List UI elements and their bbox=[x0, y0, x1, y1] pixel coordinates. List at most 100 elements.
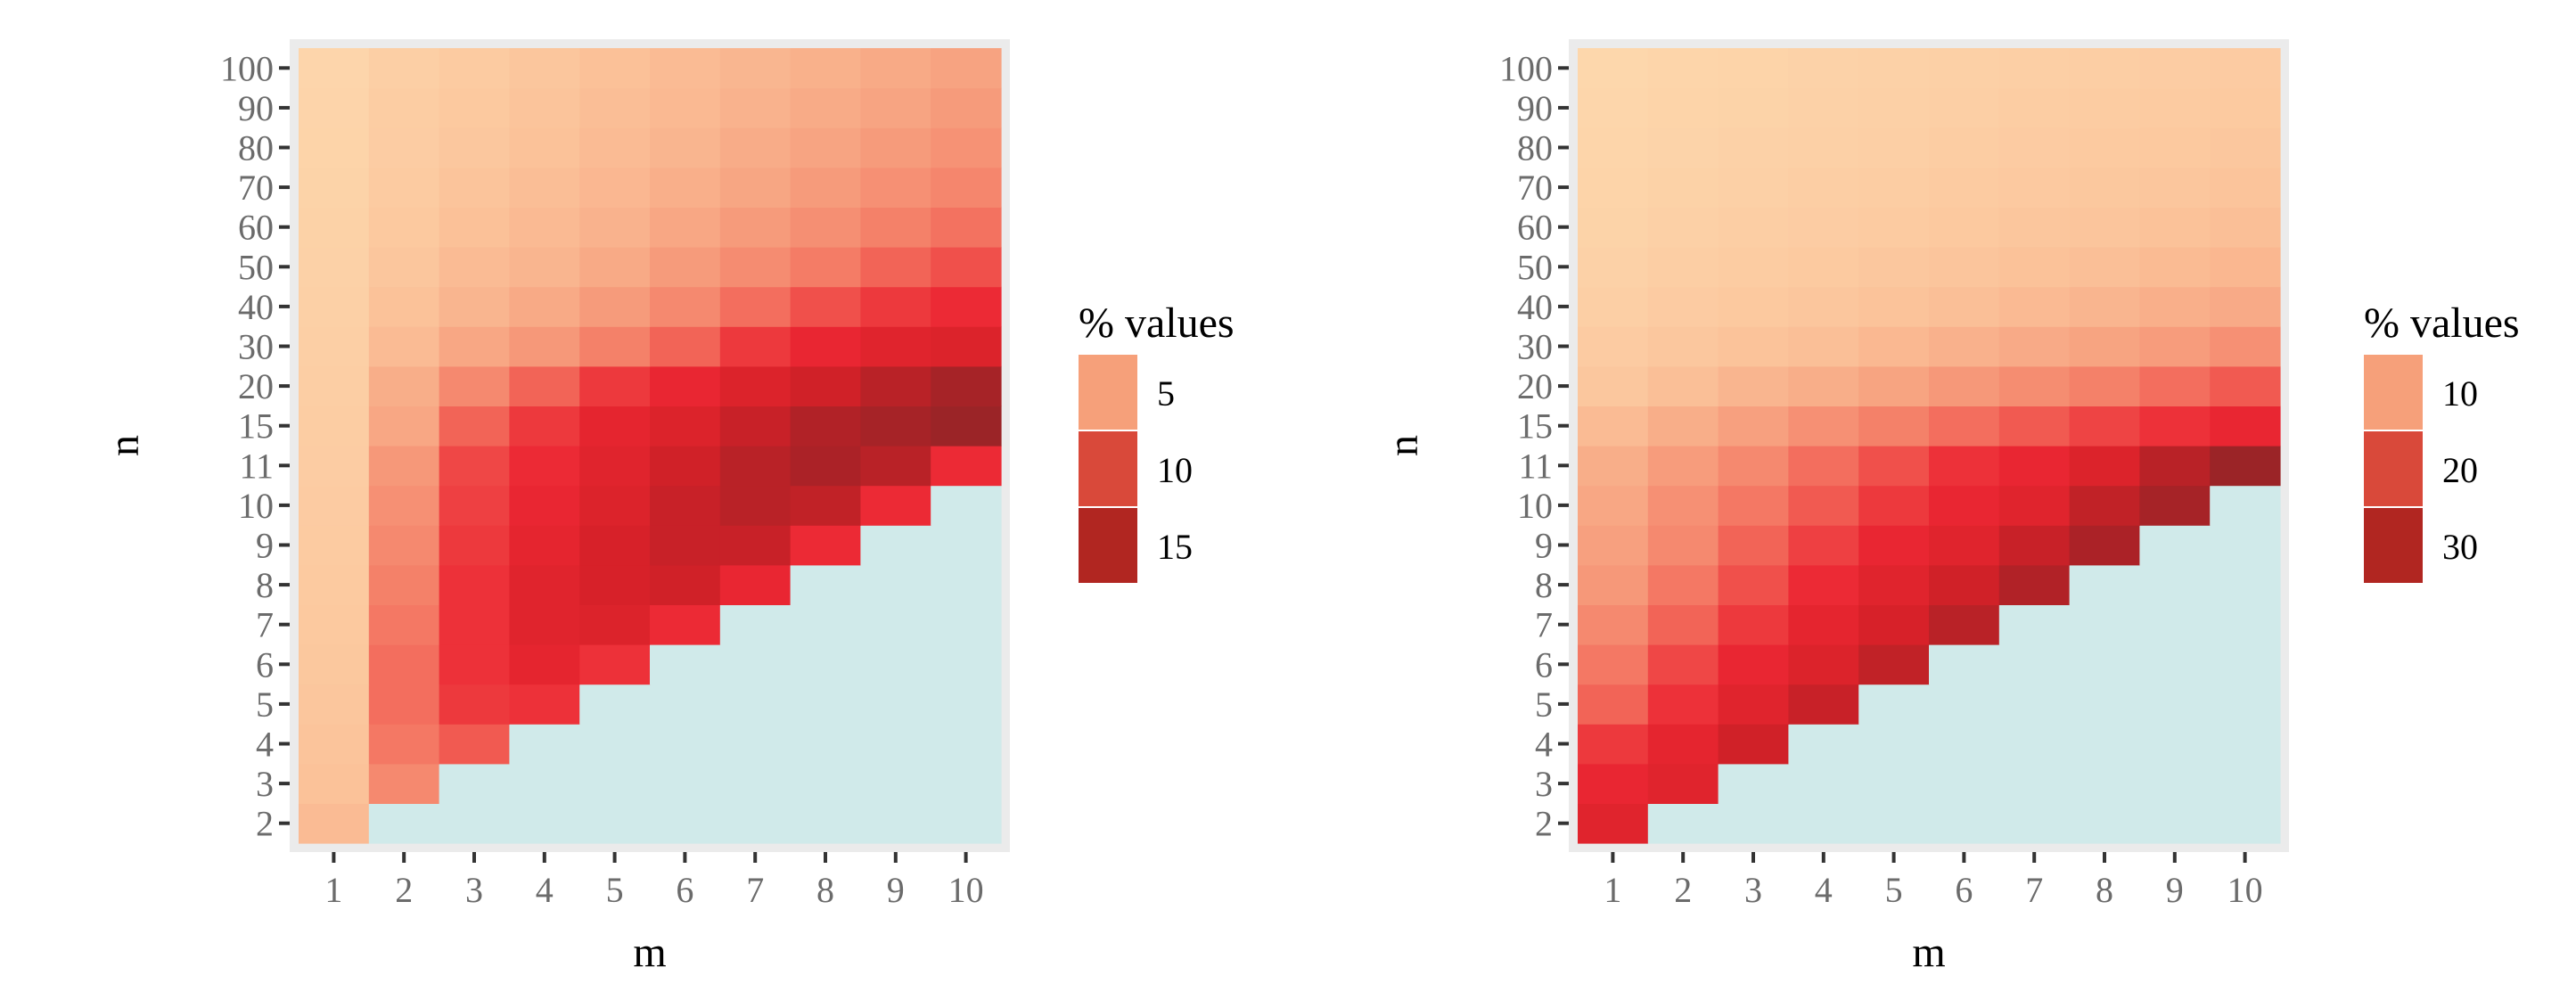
heatmap-cell bbox=[368, 644, 440, 685]
heatmap-cell bbox=[931, 406, 1002, 447]
heatmap-cell bbox=[1788, 525, 1859, 566]
heatmap-cell bbox=[1578, 87, 1649, 128]
y-tick-label: 2 bbox=[1535, 804, 1553, 844]
heatmap-cell bbox=[2210, 247, 2281, 288]
legend-title: % values bbox=[1079, 299, 1235, 347]
heatmap-cell bbox=[931, 286, 1002, 327]
legend: % values 5 10 15 bbox=[1079, 299, 1235, 583]
y-tick-label: 60 bbox=[1517, 208, 1553, 248]
heatmap-cell bbox=[931, 127, 1002, 168]
x-tick-label: 5 bbox=[1885, 870, 1903, 910]
heatmap-cell bbox=[931, 207, 1002, 248]
heatmap-cell bbox=[1998, 446, 2071, 487]
y-tick-label: 8 bbox=[1535, 565, 1553, 605]
heatmap-cell bbox=[790, 763, 861, 804]
heatmap-cell bbox=[790, 644, 861, 685]
heatmap-cell bbox=[719, 564, 792, 605]
heatmap-cell bbox=[2139, 127, 2211, 168]
heatmap-cell bbox=[299, 684, 370, 725]
heatmap-cell bbox=[1647, 87, 1719, 128]
heatmap-cell bbox=[1578, 684, 1649, 725]
heatmap-cell bbox=[368, 684, 440, 725]
heatmap-cell bbox=[1578, 286, 1649, 327]
heatmap-cell bbox=[1718, 207, 1789, 248]
heatmap-cell bbox=[368, 48, 440, 89]
heatmap-cell bbox=[2210, 525, 2281, 566]
heatmap-cell bbox=[719, 87, 792, 128]
heatmap-cell bbox=[1647, 365, 1719, 406]
heatmap-cell bbox=[931, 684, 1002, 725]
heatmap-cell bbox=[1578, 48, 1649, 89]
heatmap-cell bbox=[2069, 247, 2140, 288]
heatmap-cell bbox=[1578, 167, 1649, 208]
heatmap-cell bbox=[2069, 644, 2140, 685]
heatmap-cell bbox=[1998, 406, 2071, 447]
heatmap-cell bbox=[2139, 247, 2211, 288]
heatmap-cell bbox=[368, 207, 440, 248]
heatmap-cell bbox=[650, 763, 721, 804]
heatmap-cell bbox=[579, 167, 651, 208]
y-tick-label: 7 bbox=[1535, 605, 1553, 645]
heatmap-cell bbox=[299, 763, 370, 804]
heatmap-cell bbox=[2139, 763, 2211, 804]
heatmap-cell bbox=[509, 604, 580, 645]
x-tick-label: 7 bbox=[2025, 870, 2043, 910]
heatmap-cell bbox=[1718, 803, 1789, 844]
heatmap-cell bbox=[719, 446, 792, 487]
heatmap-cell bbox=[2210, 724, 2281, 765]
heatmap-cell bbox=[509, 207, 580, 248]
heatmap-cell bbox=[509, 87, 580, 128]
heatmap-cell bbox=[1578, 207, 1649, 248]
heatmap-cell bbox=[509, 446, 580, 487]
heatmap-cell bbox=[439, 564, 510, 605]
heatmap-cell bbox=[299, 247, 370, 288]
heatmap-cell bbox=[860, 326, 931, 367]
heatmap-cell bbox=[860, 604, 931, 645]
heatmap-cell bbox=[1998, 87, 2071, 128]
heatmap-cell bbox=[579, 48, 651, 89]
heatmap-cell bbox=[509, 525, 580, 566]
heatmap-cell bbox=[2139, 485, 2211, 526]
heatmap-cell bbox=[368, 763, 440, 804]
heatmap-cell bbox=[1929, 87, 2000, 128]
heatmap-cell bbox=[1578, 644, 1649, 685]
heatmap-cell bbox=[299, 525, 370, 566]
heatmap-cell bbox=[368, 87, 440, 128]
heatmap-cell bbox=[1929, 644, 2000, 685]
heatmap-cell bbox=[719, 365, 792, 406]
heatmap-cell bbox=[1858, 564, 1930, 605]
heatmap-cell bbox=[509, 564, 580, 605]
heatmap-cell bbox=[299, 485, 370, 526]
heatmap-cell bbox=[368, 326, 440, 367]
heatmap-cell bbox=[439, 525, 510, 566]
heatmap-cell bbox=[299, 127, 370, 168]
heatmap-cell bbox=[2139, 446, 2211, 487]
heatmap-cell bbox=[509, 406, 580, 447]
heatmap-cell bbox=[1788, 446, 1859, 487]
heatmap-cell bbox=[719, 525, 792, 566]
heatmap-cell bbox=[1858, 365, 1930, 406]
heatmap-cell bbox=[1929, 365, 2000, 406]
heatmap-cell bbox=[439, 446, 510, 487]
heatmap-cell bbox=[860, 724, 931, 765]
heatmap-cell bbox=[931, 525, 1002, 566]
heatmap-cell bbox=[299, 604, 370, 645]
x-tick-label: 2 bbox=[1674, 870, 1692, 910]
heatmap-cell bbox=[368, 446, 440, 487]
heatmap-cell bbox=[1998, 604, 2071, 645]
heatmap-cell bbox=[2069, 485, 2140, 526]
heatmap-cell bbox=[860, 207, 931, 248]
heatmap-cell bbox=[1718, 167, 1789, 208]
heatmap-cell bbox=[1788, 406, 1859, 447]
y-axis-title: n bbox=[101, 435, 148, 456]
heatmap-cell bbox=[299, 48, 370, 89]
heatmap-cell bbox=[931, 167, 1002, 208]
heatmap-cell bbox=[650, 485, 721, 526]
heatmap-cell bbox=[931, 763, 1002, 804]
heatmap-cell bbox=[719, 167, 792, 208]
heatmap-cell bbox=[860, 485, 931, 526]
x-tick-label: 1 bbox=[1604, 870, 1621, 910]
legend-swatch bbox=[2364, 355, 2423, 430]
heatmap-cell bbox=[1718, 446, 1789, 487]
heatmap-cell bbox=[650, 803, 721, 844]
